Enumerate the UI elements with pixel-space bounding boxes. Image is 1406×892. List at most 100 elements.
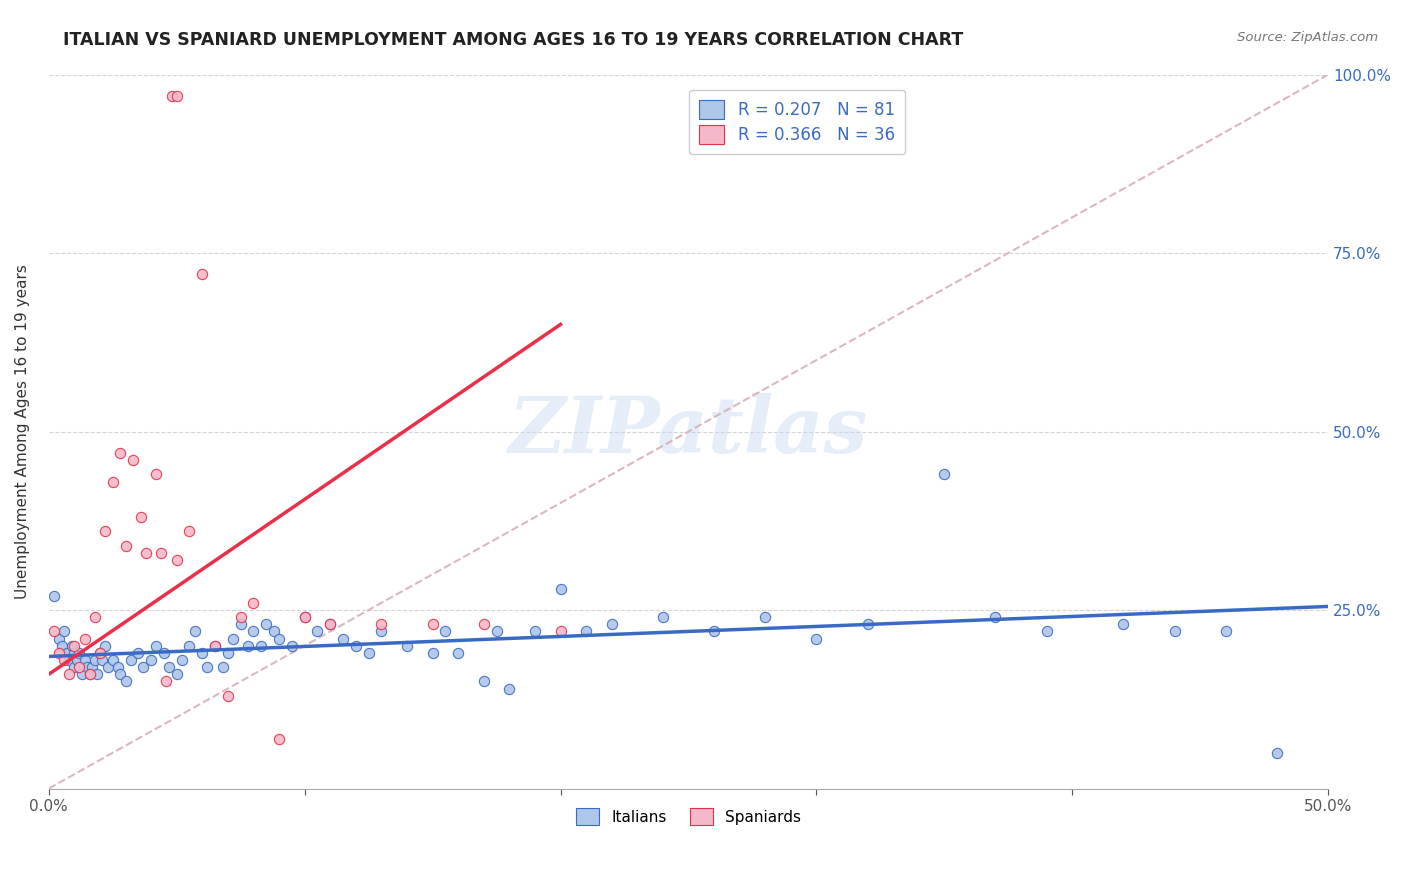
Point — [110, 667, 132, 681]
Point — [934, 467, 956, 482]
Point — [155, 674, 177, 689]
Point — [575, 624, 598, 639]
Point — [370, 617, 392, 632]
Point — [485, 624, 508, 639]
Point — [79, 667, 101, 681]
Point — [183, 624, 205, 639]
Point — [550, 582, 572, 596]
Point — [263, 624, 285, 639]
Point — [754, 610, 776, 624]
Point — [422, 617, 444, 632]
Text: ITALIAN VS SPANIARD UNEMPLOYMENT AMONG AGES 16 TO 19 YEARS CORRELATION CHART: ITALIAN VS SPANIARD UNEMPLOYMENT AMONG A… — [63, 31, 963, 49]
Point — [703, 624, 725, 639]
Point — [250, 639, 273, 653]
Point — [600, 617, 623, 632]
Point — [53, 653, 76, 667]
Point — [332, 632, 354, 646]
Point — [86, 667, 108, 681]
Point — [122, 453, 145, 467]
Point — [150, 546, 173, 560]
Point — [254, 617, 277, 632]
Point — [53, 624, 76, 639]
Point — [42, 624, 65, 639]
Point — [370, 624, 392, 639]
Text: ZIPatlas: ZIPatlas — [509, 393, 868, 470]
Point — [83, 653, 105, 667]
Point — [319, 617, 342, 632]
Point — [267, 632, 290, 646]
Point — [60, 639, 83, 653]
Point — [179, 639, 201, 653]
Point — [157, 660, 180, 674]
Point — [70, 667, 93, 681]
Point — [97, 660, 120, 674]
Point — [66, 653, 89, 667]
Point — [211, 660, 233, 674]
Point — [42, 589, 65, 603]
Point — [69, 660, 91, 674]
Point — [48, 632, 70, 646]
Point — [1112, 617, 1135, 632]
Point — [294, 610, 316, 624]
Point — [472, 674, 495, 689]
Point — [170, 653, 193, 667]
Point — [73, 653, 96, 667]
Point — [357, 646, 380, 660]
Point — [281, 639, 304, 653]
Point — [166, 89, 188, 103]
Point — [83, 610, 105, 624]
Point — [434, 624, 457, 639]
Point — [498, 681, 520, 696]
Point — [395, 639, 418, 653]
Point — [89, 646, 111, 660]
Point — [1163, 624, 1185, 639]
Point — [76, 660, 98, 674]
Point — [79, 667, 101, 681]
Point — [984, 610, 1007, 624]
Point — [91, 653, 114, 667]
Point — [1215, 624, 1237, 639]
Point — [472, 617, 495, 632]
Point — [73, 632, 96, 646]
Point — [179, 524, 201, 539]
Point — [217, 689, 239, 703]
Point — [166, 553, 188, 567]
Point — [229, 617, 252, 632]
Point — [319, 617, 342, 632]
Point — [651, 610, 673, 624]
Point — [166, 667, 188, 681]
Point — [82, 660, 104, 674]
Point — [1035, 624, 1057, 639]
Point — [139, 653, 162, 667]
Point — [94, 524, 117, 539]
Point — [307, 624, 329, 639]
Point — [48, 646, 70, 660]
Point — [447, 646, 470, 660]
Point — [51, 639, 73, 653]
Point — [114, 674, 136, 689]
Point — [120, 653, 142, 667]
Point — [63, 646, 86, 660]
Legend: Italians, Spaniards: Italians, Spaniards — [567, 798, 810, 834]
Point — [145, 639, 167, 653]
Point — [63, 639, 86, 653]
Point — [294, 610, 316, 624]
Point — [55, 646, 77, 660]
Point — [806, 632, 828, 646]
Point — [110, 446, 132, 460]
Point — [856, 617, 879, 632]
Point — [127, 646, 149, 660]
Point — [550, 624, 572, 639]
Point — [197, 660, 219, 674]
Point — [107, 660, 129, 674]
Point — [101, 475, 124, 489]
Point — [145, 467, 167, 482]
Point — [160, 89, 183, 103]
Point — [238, 639, 260, 653]
Point — [204, 639, 226, 653]
Point — [153, 646, 176, 660]
Point — [242, 624, 264, 639]
Point — [129, 510, 152, 524]
Point — [58, 653, 80, 667]
Point — [1265, 746, 1288, 760]
